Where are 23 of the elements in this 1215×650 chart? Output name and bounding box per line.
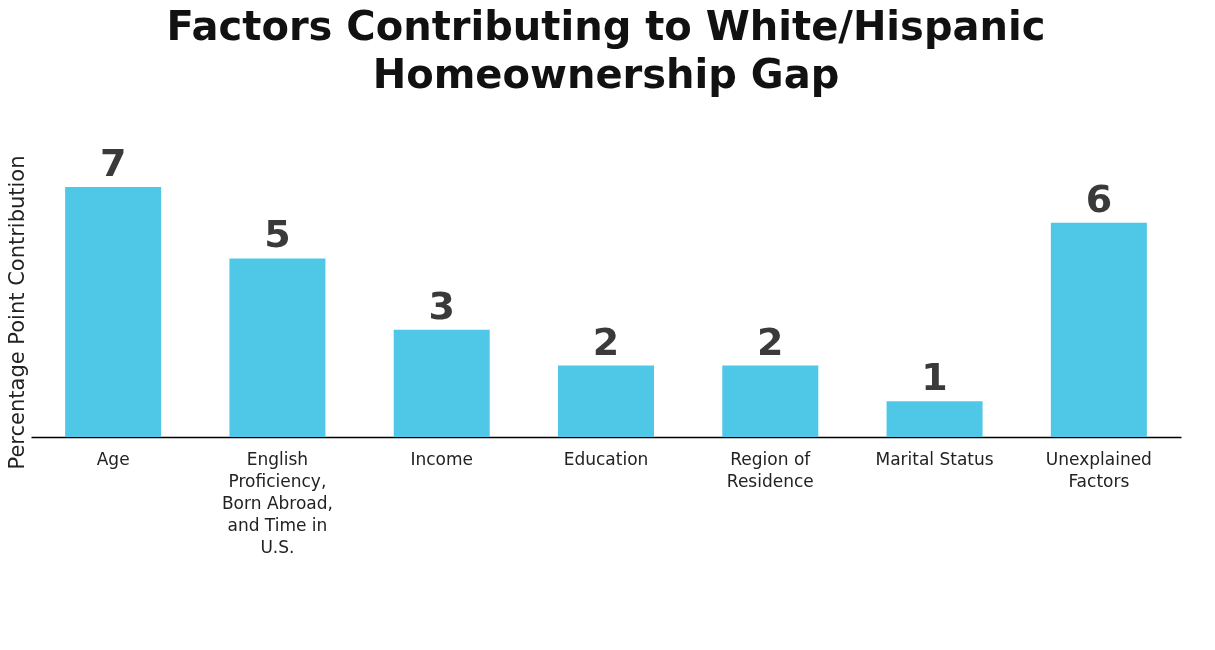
bar xyxy=(558,365,654,437)
data-label: 5 xyxy=(264,212,291,257)
data-label: 6 xyxy=(1085,176,1113,221)
x-tick-label: English Proficiency, Born Abroad, and Time in U.S. xyxy=(221,448,333,557)
bar xyxy=(886,401,983,437)
x-tick-label: Region of Residence xyxy=(726,448,814,491)
data-label: 1 xyxy=(921,355,948,400)
y-axis-title: Percentage Point Contribution xyxy=(4,155,29,470)
bar xyxy=(229,258,326,437)
data-label: 3 xyxy=(428,283,455,328)
x-tick-label: Education xyxy=(563,448,649,469)
x-tick-label: Marital Status xyxy=(875,448,994,469)
bar xyxy=(722,365,819,437)
x-tick-label: Age xyxy=(96,448,130,469)
bar xyxy=(1050,222,1147,437)
x-tick-label: Income xyxy=(410,448,473,469)
chart-title: Factors Contributing to White/Hispanic Homeownership Gap xyxy=(166,3,1046,97)
data-label: 7 xyxy=(99,141,127,185)
x-tick-label: Unexplained Factors xyxy=(1045,448,1152,491)
data-label: 2 xyxy=(592,319,620,364)
bar xyxy=(65,187,162,437)
data-label: 2 xyxy=(757,319,784,364)
bar xyxy=(393,329,490,437)
